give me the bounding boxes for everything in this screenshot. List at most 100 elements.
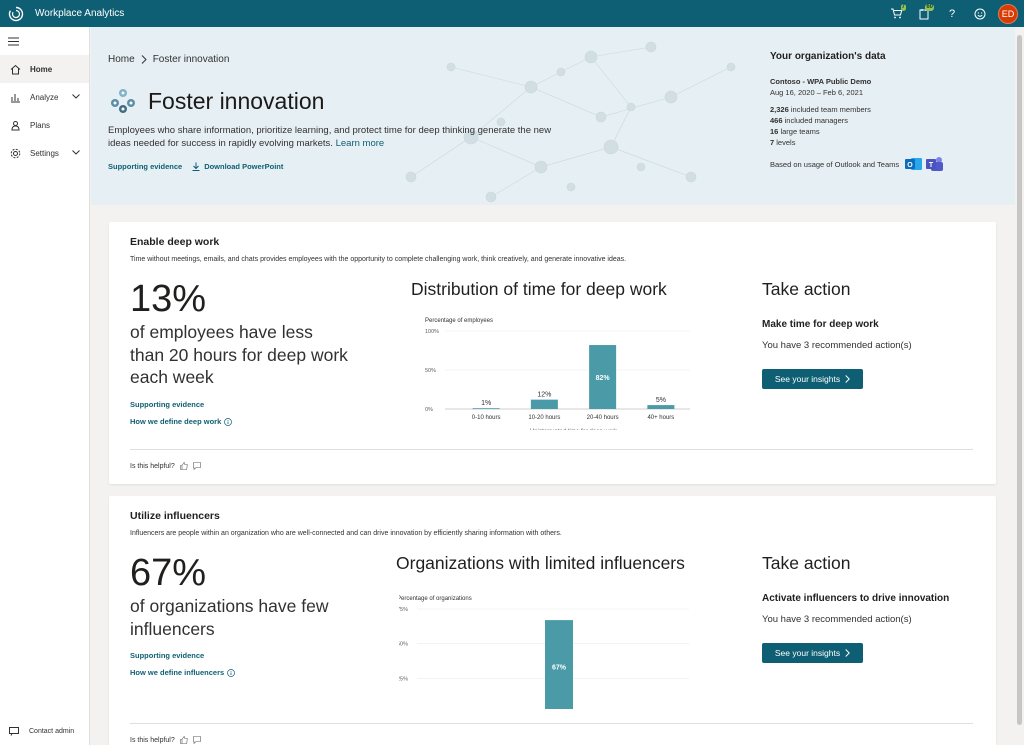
sidebar-item-analyze[interactable]: Analyze: [0, 83, 89, 111]
scrollbar-thumb[interactable]: [1017, 35, 1022, 725]
y-tick-label: 50%: [399, 642, 408, 648]
data-label: 12%: [537, 392, 551, 399]
org-stat: 2,326 included team members: [770, 105, 871, 114]
divider: [130, 449, 973, 450]
sidebar-item-home[interactable]: Home: [0, 55, 89, 83]
bar: [545, 620, 573, 709]
sidebar-item-label: Plans: [30, 120, 51, 130]
vertical-scrollbar[interactable]: [1015, 27, 1024, 745]
sidebar-item-label: Home: [30, 64, 53, 74]
learn-more-link[interactable]: Learn more: [335, 138, 385, 149]
x-tick-label: 0-10 hours: [472, 415, 501, 421]
app-title[interactable]: Workplace Analytics: [35, 8, 125, 19]
see-your-insights-button[interactable]: See your insights: [762, 643, 863, 663]
x-axis-label: Uninterrupted time for deep work: [530, 429, 618, 430]
supporting-evidence-link[interactable]: Supporting evidence: [108, 162, 183, 171]
enable-deep-work-card: Enable deep work Time without meetings, …: [109, 222, 996, 484]
big-stat-description: of employees have less than 20 hours for…: [130, 322, 348, 387]
updates-badge: 60: [925, 4, 934, 11]
thumbs-up-icon[interactable]: [179, 462, 188, 470]
bar: [530, 399, 558, 409]
y-axis-label: Percentage of organizations: [399, 596, 472, 602]
big-stat: 13%: [130, 278, 207, 320]
how-we-define-label: How we define influencers: [130, 668, 225, 677]
card-title: Utilize influencers: [130, 510, 220, 522]
big-stat: 67%: [130, 552, 207, 594]
feedback-smiley-icon[interactable]: [966, 0, 994, 27]
supporting-evidence-link[interactable]: Supporting evidence: [130, 651, 205, 660]
teams-icon: T: [926, 157, 944, 171]
utilize-influencers-card: Utilize influencers Influencers are peop…: [109, 496, 996, 745]
see-your-insights-button[interactable]: See your insights: [762, 369, 863, 389]
chevron-down-icon[interactable]: [72, 92, 80, 101]
plans-icon: [9, 119, 21, 131]
svg-text:O: O: [907, 162, 913, 169]
org-stat: 466 included managers: [770, 116, 848, 125]
take-action-title: Take action: [762, 553, 851, 573]
y-tick-label: 25%: [399, 676, 408, 682]
how-we-define-influencers-link[interactable]: How we define influencers: [130, 668, 236, 677]
info-icon: [224, 417, 233, 426]
sidebar-item-plans[interactable]: Plans: [0, 111, 89, 139]
contact-admin-link[interactable]: Contact admin: [0, 723, 90, 739]
deep-work-distribution-chart: Percentage of employees 100% 50% 0% 1% 0-10 h…: [425, 318, 690, 430]
contact-admin-label: Contact admin: [29, 727, 75, 735]
comment-icon[interactable]: [192, 462, 201, 470]
how-we-define-label: How we define deep work: [130, 417, 222, 426]
action-count: You have 3 recommended action(s): [762, 340, 912, 351]
org-name: Contoso - WPA Public Demo: [770, 77, 872, 86]
action-subtitle: Activate influencers to drive innovation: [762, 593, 950, 604]
breadcrumb-home[interactable]: Home: [108, 54, 135, 65]
cart-badge: 7: [900, 4, 906, 11]
updates-icon[interactable]: 60: [910, 0, 938, 27]
data-label: 5%: [656, 397, 666, 404]
chevron-right-icon: [845, 375, 851, 383]
avatar[interactable]: ED: [998, 3, 1018, 24]
card-description: Time without meetings, emails, and chats…: [130, 256, 627, 263]
hero-links: Supporting evidence Download PowerPoint: [108, 162, 283, 171]
innovation-people-icon: [111, 89, 135, 113]
big-stat-description: of organizations have few influencers: [130, 596, 329, 639]
hero-description: Employees who share information, priorit…: [108, 124, 558, 150]
download-icon: [192, 162, 200, 171]
app-logo-icon[interactable]: [6, 4, 26, 24]
bar: [589, 345, 617, 409]
how-we-define-deep-work-link[interactable]: How we define deep work: [130, 417, 233, 426]
breadcrumb-current: Foster innovation: [152, 54, 230, 65]
helpful-label: Is this helpful?: [130, 736, 175, 744]
page-title: Foster innovation: [108, 86, 324, 116]
y-axis-label: Percentage of employees: [425, 318, 493, 324]
network-background-illustration: [405, 41, 736, 203]
chevron-right-icon: [141, 55, 147, 64]
analyze-icon: [9, 91, 21, 103]
divider: [130, 723, 973, 724]
chevron-down-icon[interactable]: [72, 148, 80, 157]
action-subtitle: Make time for deep work: [762, 319, 879, 330]
supporting-evidence-link[interactable]: Supporting evidence: [130, 400, 205, 409]
see-insights-label: See your insights: [774, 648, 841, 658]
hamburger-menu-icon[interactable]: [0, 27, 89, 55]
svg-text:T: T: [929, 162, 934, 169]
contact-icon: [9, 726, 21, 736]
chevron-right-icon: [845, 649, 851, 657]
sidebar-item-settings[interactable]: Settings: [0, 139, 89, 167]
org-data-title: Your organization's data: [770, 51, 886, 62]
take-action-title: Take action: [762, 279, 851, 299]
chart-title: Organizations with limited influencers: [396, 553, 685, 573]
data-label: 82%: [596, 375, 611, 382]
outlook-icon: O: [905, 158, 923, 170]
cart-icon[interactable]: 7: [882, 0, 910, 27]
home-icon: [9, 63, 21, 75]
card-title: Enable deep work: [130, 236, 220, 248]
helpful-label: Is this helpful?: [130, 462, 175, 470]
sidebar: Home Analyze Plans Settings Contact admi…: [0, 27, 90, 745]
comment-icon[interactable]: [192, 736, 201, 744]
help-icon[interactable]: ?: [948, 7, 956, 20]
data-label: 1%: [481, 400, 491, 407]
download-powerpoint-link[interactable]: Download PowerPoint: [192, 162, 283, 171]
sidebar-item-label: Settings: [30, 148, 59, 158]
page-title-text: Foster innovation: [148, 87, 325, 114]
y-tick-label: 50%: [425, 368, 436, 374]
thumbs-up-icon[interactable]: [179, 736, 188, 744]
x-tick-label: 40+ hours: [647, 415, 674, 421]
